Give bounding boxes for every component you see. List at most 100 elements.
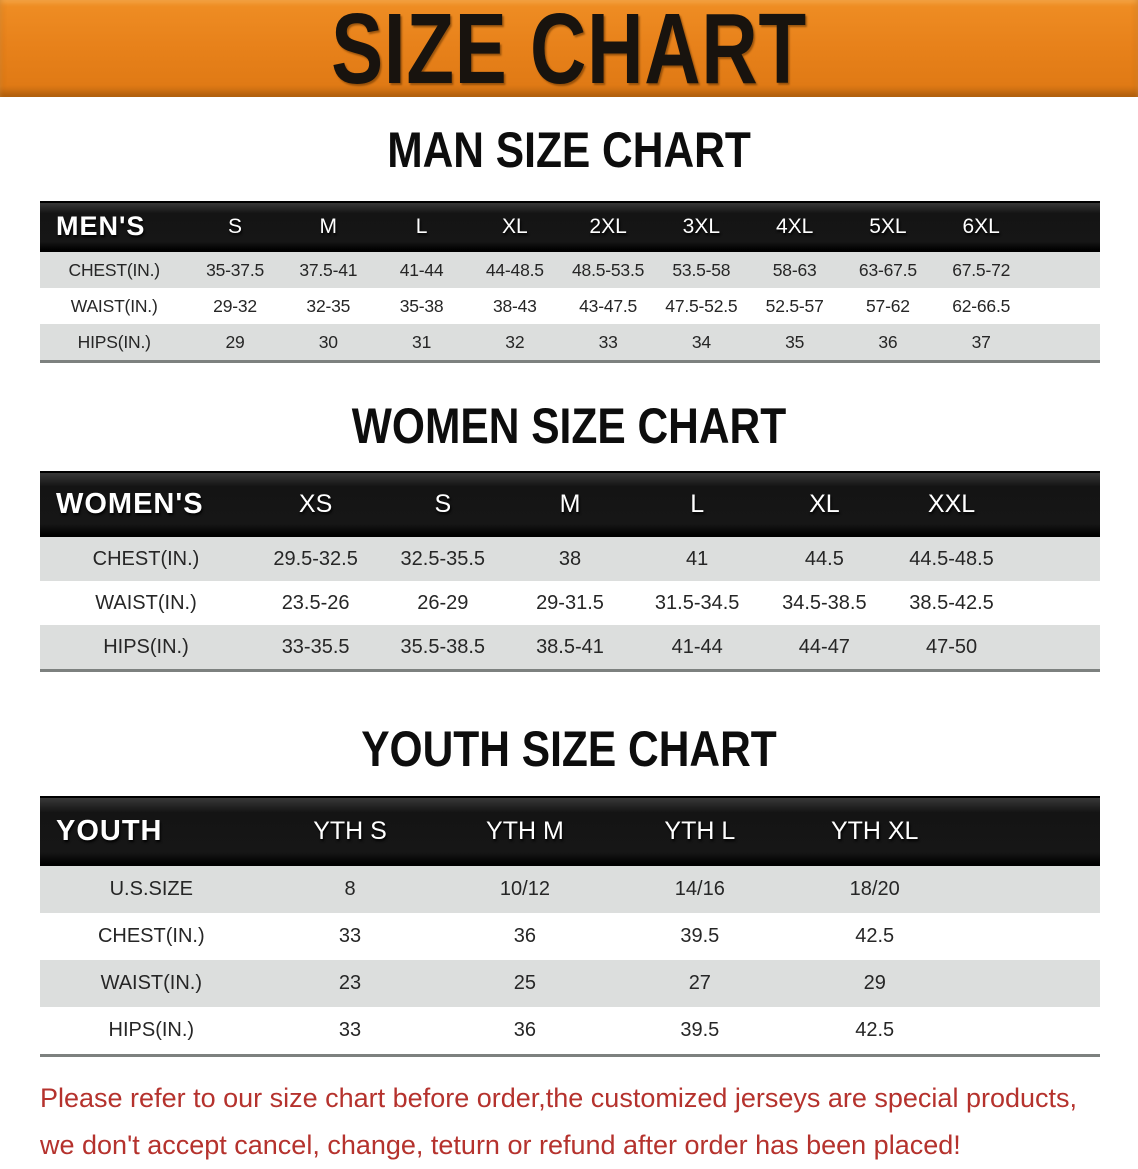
section-women: WOMEN SIZE CHART WOMEN'S XS S M L XL XXL [0, 397, 1138, 672]
column-header: XXL [887, 471, 1016, 537]
column-header: L [633, 471, 761, 537]
column-header: S [188, 201, 282, 252]
size-value-cell: 53.5-58 [672, 259, 731, 280]
column-header: YTH M [437, 796, 613, 866]
size-value-cell: 25 [513, 972, 537, 994]
youth-section-heading: YOUTH SIZE CHART [361, 721, 777, 777]
column-header: 6XL [934, 201, 1028, 252]
disclaimer-line2: we don't accept cancel, change, teturn o… [40, 1130, 961, 1160]
youth-table-corner-label: YOUTH [40, 796, 263, 866]
size-value-cell: 47.5-52.5 [665, 295, 738, 316]
column-header: YTH S [262, 796, 438, 866]
size-value-cell: 35-38 [399, 295, 444, 316]
size-value-cell: 58-63 [772, 259, 817, 280]
section-men: MAN SIZE CHART MEN'S S M L XL 2XL 3XL 4X… [0, 121, 1138, 363]
disclaimer-line1: Please refer to our size chart before or… [40, 1083, 1078, 1113]
column-header: XS [252, 471, 380, 537]
size-value-cell: 33-35.5 [281, 635, 350, 658]
size-value-cell: 47-50 [925, 635, 978, 658]
size-value-cell: 39.5 [680, 925, 720, 947]
size-value-cell: 36 [513, 1019, 537, 1041]
size-value-cell: 33 [338, 1019, 362, 1041]
row-label: WAIST(IN.) [100, 972, 203, 994]
size-value-cell: 10/12 [499, 878, 550, 900]
filler-cell [1015, 581, 1100, 625]
column-header: 5XL [841, 201, 935, 252]
filler-cell [962, 796, 1100, 866]
filler-cell [1015, 471, 1100, 537]
size-value-cell: 38 [558, 547, 582, 570]
size-value-cell: 35-37.5 [206, 259, 265, 280]
table-row: CHEST(IN.) 35-37.5 37.5-41 41-44 44-48.5… [40, 251, 1100, 288]
row-label: HIPS(IN.) [108, 1019, 195, 1041]
size-value-cell: 23.5-26 [281, 591, 350, 614]
youth-size-table: YOUTH YTH S YTH M YTH L YTH XL U.S.SIZE … [40, 796, 1100, 1057]
size-value-cell: 29-31.5 [536, 591, 604, 614]
column-header: M [506, 471, 634, 537]
size-value-cell: 29.5-32.5 [273, 547, 358, 570]
men-table-wrap: MEN'S S M L XL 2XL 3XL 4XL 5XL 6XL [0, 201, 1138, 363]
women-section-heading: WOMEN SIZE CHART [351, 398, 787, 454]
women-size-table: WOMEN'S XS S M L XL XXL CHEST(IN.) 29.5-… [40, 471, 1100, 672]
size-value-cell: 38.5-42.5 [909, 591, 994, 614]
size-value-cell: 14/16 [674, 878, 725, 900]
size-value-cell: 63-67.5 [858, 259, 917, 280]
size-value-cell: 44.5-48.5 [909, 547, 994, 570]
size-value-cell: 23 [338, 972, 362, 994]
size-value-cell: 29-32 [213, 295, 257, 316]
filler-cell [1027, 201, 1100, 252]
size-value-cell: 36 [513, 925, 537, 947]
table-row: HIPS(IN.) 33 36 39.5 42.5 [40, 1007, 1100, 1056]
size-value-cell: 29 [863, 972, 886, 994]
size-value-cell: 37.5-41 [299, 259, 358, 280]
size-value-cell: 38-43 [492, 295, 537, 316]
table-row: CHEST(IN.) 29.5-32.5 32.5-35.5 38 41 44.… [40, 536, 1100, 581]
size-value-cell: 42.5 [855, 925, 895, 947]
size-value-cell: 44.5 [804, 547, 844, 570]
size-value-cell: 8 [344, 878, 356, 900]
youth-table-wrap: YOUTH YTH S YTH M YTH L YTH XL U.S.SIZE … [0, 796, 1138, 1057]
size-value-cell: 41-44 [671, 635, 723, 658]
row-label: WAIST(IN.) [95, 591, 197, 614]
row-label: CHEST(IN.) [92, 547, 200, 570]
size-value-cell: 52.5-57 [765, 295, 824, 316]
men-size-table: MEN'S S M L XL 2XL 3XL 4XL 5XL 6XL [40, 201, 1100, 363]
table-row: WAIST(IN.) 23 25 27 29 [40, 960, 1100, 1007]
filler-cell [1028, 324, 1100, 362]
size-value-cell: 30 [318, 331, 338, 352]
size-value-cell: 34.5-38.5 [782, 591, 867, 614]
size-value-cell: 34 [691, 331, 711, 352]
size-value-cell: 31 [412, 331, 432, 352]
size-value-cell: 57-62 [866, 295, 910, 316]
size-value-cell: 32.5-35.5 [400, 547, 486, 570]
row-label: U.S.SIZE [109, 878, 193, 900]
filler-cell [1015, 625, 1100, 671]
size-value-cell: 35.5-38.5 [400, 635, 486, 658]
size-value-cell: 31.5-34.5 [654, 591, 740, 614]
column-header: 2XL [561, 201, 655, 252]
section-youth: YOUTH SIZE CHART YOUTH YTH S YTH M YTH L… [0, 720, 1138, 1057]
disclaimer: Please refer to our size chart before or… [40, 1075, 1100, 1169]
size-value-cell: 39.5 [680, 1019, 720, 1041]
row-label: CHEST(IN.) [68, 259, 161, 280]
filler-cell [1015, 536, 1100, 581]
column-header: S [379, 471, 507, 537]
size-value-cell: 33 [338, 925, 362, 947]
filler-cell [962, 960, 1100, 1007]
size-value-cell: 32-35 [306, 295, 351, 316]
banner-title: SIZE CHART [331, 0, 807, 105]
size-value-cell: 42.5 [855, 1019, 895, 1041]
size-value-cell: 37 [971, 331, 991, 352]
filler-cell [962, 913, 1100, 960]
table-row: WAIST(IN.) 29-32 32-35 35-38 38-43 43-47… [40, 288, 1100, 324]
size-value-cell: 38.5-41 [536, 635, 604, 658]
size-value-cell: 44-47 [798, 635, 850, 658]
table-row: CHEST(IN.) 33 36 39.5 42.5 [40, 913, 1100, 960]
size-value-cell: 44-48.5 [485, 259, 544, 280]
size-value-cell: 48.5-53.5 [572, 259, 645, 280]
size-value-cell: 41-44 [399, 259, 444, 280]
size-value-cell: 67.5-72 [952, 259, 1011, 280]
table-row: U.S.SIZE 8 10/12 14/16 18/20 [40, 865, 1100, 913]
size-value-cell: 41 [686, 547, 709, 570]
